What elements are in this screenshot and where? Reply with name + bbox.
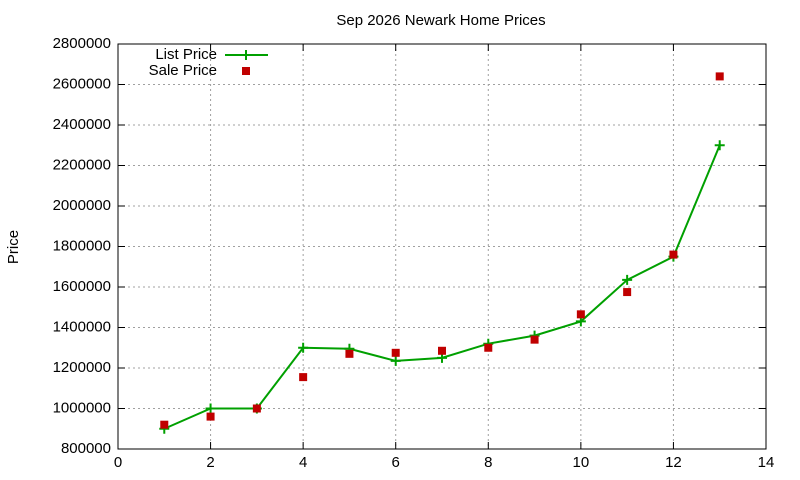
x-tick-label: 8: [484, 454, 492, 471]
legend-label: Sale Price: [149, 62, 217, 79]
y-tick-label: 1400000: [53, 318, 111, 335]
legend-marker: [242, 67, 250, 75]
x-tick-label: 12: [665, 454, 682, 471]
line: [163, 144, 721, 430]
data-point: [623, 288, 632, 297]
x-tick-label: 10: [573, 454, 590, 471]
data-point: [298, 342, 309, 353]
data-point: [205, 403, 216, 414]
y-tick-label: 1200000: [53, 359, 111, 376]
data-point: [252, 404, 261, 413]
y-tick-label: 2200000: [53, 156, 111, 173]
x-tick-label: 4: [299, 454, 307, 471]
chart-title: Sep 2026 Newark Home Prices: [336, 12, 545, 29]
y-tick-label: 2600000: [53, 75, 111, 92]
data-point: [160, 420, 169, 429]
data-point: [390, 355, 401, 366]
y-tick-label: 800000: [61, 440, 111, 457]
x-tick-label: 14: [758, 454, 775, 471]
y-tick-label: 1000000: [53, 399, 111, 416]
x-tick-label: 0: [114, 454, 122, 471]
x-tick-label: 2: [206, 454, 214, 471]
y-tick-label: 1800000: [53, 237, 111, 254]
y-axis-label: Price: [5, 230, 22, 264]
data-point: [484, 343, 493, 352]
data-point: [391, 348, 400, 357]
data-point: [622, 274, 633, 285]
data-point: [345, 349, 354, 358]
data-point: [714, 140, 725, 151]
y-tick-label: 1600000: [53, 278, 111, 295]
legend-marker: [241, 50, 251, 60]
y-tick-label: 2000000: [53, 197, 111, 214]
y-tick-label: 2400000: [53, 116, 111, 133]
data-point: [669, 250, 678, 259]
data-point: [438, 346, 446, 355]
data-point: [576, 310, 585, 319]
plot-frame: [117, 43, 767, 450]
x-tick-label: 6: [392, 454, 400, 471]
legend-label: List Price: [155, 46, 217, 63]
y-tick-label: 2800000: [53, 35, 111, 52]
data-point: [530, 335, 539, 344]
data-point: [715, 72, 724, 81]
data-point: [206, 412, 215, 421]
data-point: [299, 373, 308, 382]
